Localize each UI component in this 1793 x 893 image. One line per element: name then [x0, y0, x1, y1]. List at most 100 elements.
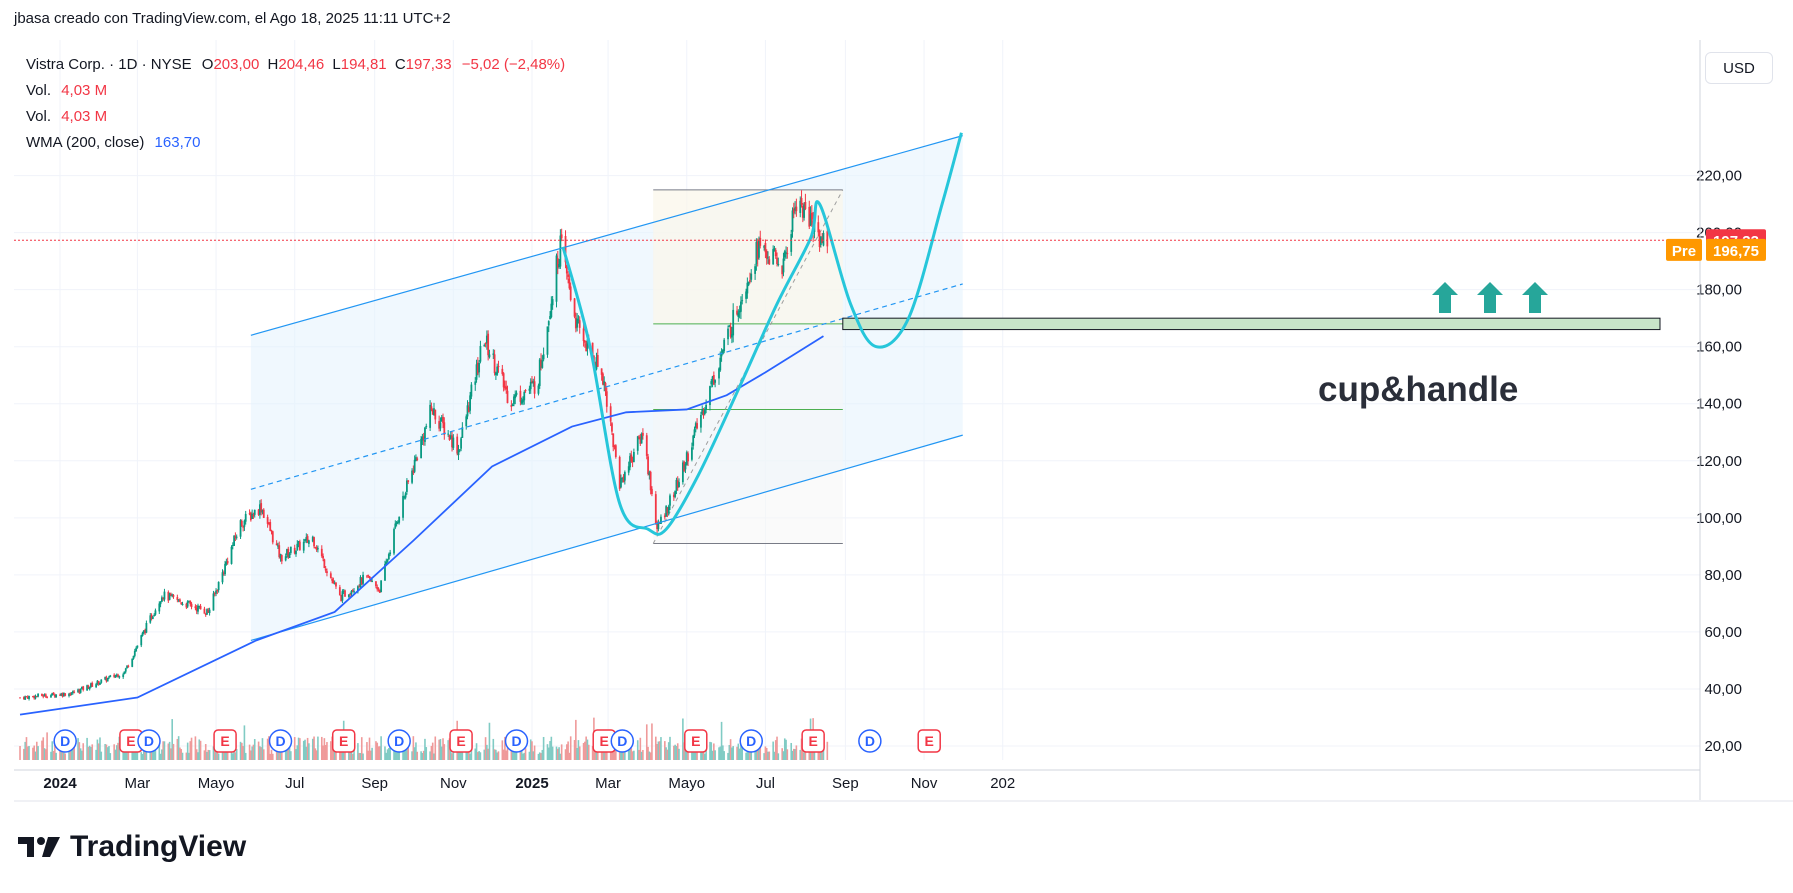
volume-bar — [114, 749, 117, 760]
candle-body — [542, 354, 545, 360]
candle-body — [257, 509, 260, 515]
earnings-marker[interactable]: E — [684, 729, 708, 753]
candle-body — [19, 697, 21, 699]
candle-body — [758, 239, 760, 258]
volume-bar — [377, 746, 380, 760]
candle-body — [203, 608, 206, 614]
earnings-marker[interactable]: E — [917, 729, 941, 753]
candle-body — [377, 588, 380, 590]
volume-bar — [537, 753, 540, 760]
candle-body — [794, 207, 796, 211]
volume-bar — [104, 743, 106, 760]
volume-bar — [629, 747, 631, 760]
candle-body — [360, 577, 363, 585]
volume-bar — [781, 748, 783, 760]
volume-bar — [208, 750, 211, 760]
candle-body — [519, 390, 522, 402]
y-tick-label: 80,00 — [1704, 567, 1742, 584]
candle-body — [649, 471, 652, 491]
candle-body — [701, 409, 704, 414]
candle-body — [702, 410, 705, 416]
volume-bar — [413, 747, 416, 760]
volume-bar — [90, 746, 92, 760]
volume-bar — [774, 740, 777, 760]
volume-bar — [293, 737, 296, 760]
earnings-marker[interactable]: E — [331, 729, 356, 753]
header-caption: jbasa creado con TradingView.com, el Ago… — [14, 10, 451, 27]
candle-body — [522, 399, 524, 403]
dividend-marker[interactable]: D — [387, 729, 411, 753]
candle-body — [180, 602, 183, 605]
dividend-marker[interactable]: D — [504, 729, 529, 753]
volume-bar — [729, 739, 732, 760]
volume-bar — [519, 749, 522, 760]
candle-body — [253, 509, 256, 515]
volume-bar — [656, 743, 658, 760]
candle-body — [506, 390, 509, 404]
candle-body — [800, 197, 803, 205]
volume-bar — [149, 747, 152, 760]
candle-body — [73, 691, 76, 693]
dividend-marker[interactable]: D — [137, 729, 161, 753]
svg-text:D: D — [746, 733, 756, 749]
dividend-marker[interactable]: D — [858, 729, 882, 753]
volume-bar — [612, 745, 615, 760]
candle-body — [404, 493, 407, 498]
volume-bar — [591, 746, 594, 760]
candle-body — [349, 593, 352, 595]
volume-bar — [290, 751, 292, 760]
candle-body — [416, 458, 419, 460]
dividend-marker[interactable]: D — [268, 729, 293, 753]
candle-body — [676, 480, 679, 489]
volume-bar — [242, 746, 244, 760]
volume-bar — [718, 747, 720, 760]
dividend-marker[interactable]: D — [53, 729, 77, 753]
volume-bar — [351, 753, 354, 760]
candle-body — [208, 609, 211, 614]
volume-bar — [232, 753, 234, 760]
earnings-marker[interactable]: E — [801, 729, 825, 753]
legend-symbol[interactable]: Vistra Corp. · 1D · NYSE — [26, 56, 192, 73]
candle-body — [786, 253, 789, 255]
volume-bar — [72, 742, 74, 760]
volume-bar — [673, 745, 675, 760]
earnings-marker[interactable]: E — [213, 729, 237, 753]
candle-body — [642, 432, 644, 436]
volume-bar — [252, 744, 255, 760]
candle-body — [340, 595, 343, 601]
volume-bar — [189, 741, 192, 760]
volume-bar — [131, 751, 134, 760]
dividend-marker[interactable]: D — [739, 729, 763, 753]
volume-bar — [759, 737, 762, 760]
candle-body — [485, 335, 488, 343]
candle-body — [322, 555, 324, 559]
volume-bar — [317, 736, 319, 760]
legend-wma-label[interactable]: WMA (200, close) — [26, 134, 145, 151]
volume-bar — [161, 749, 163, 760]
candle-body — [547, 321, 550, 326]
volume-bar — [586, 739, 589, 760]
volume-bar — [68, 744, 70, 760]
candle-body — [181, 603, 184, 606]
volume-bar — [676, 743, 679, 760]
dividend-marker[interactable]: D — [610, 729, 635, 753]
volume-bar — [667, 742, 670, 760]
volume-bar — [140, 752, 143, 760]
tradingview-logo[interactable]: TradingView — [18, 830, 246, 864]
candle-body — [221, 572, 224, 583]
candle-body — [140, 635, 143, 646]
volume-bar — [324, 745, 327, 760]
legend-vol1-label[interactable]: Vol. — [26, 82, 52, 99]
candle-body — [487, 333, 490, 356]
volume-bar — [709, 741, 711, 760]
volume-bar — [199, 740, 202, 760]
volume-bar — [162, 741, 164, 760]
currency-button[interactable]: USD — [1705, 52, 1773, 84]
volume-bar — [504, 736, 506, 760]
candle-body — [350, 591, 353, 595]
earnings-marker[interactable]: E — [119, 729, 143, 753]
earnings-marker[interactable]: E — [449, 729, 473, 753]
legend-vol2-label[interactable]: Vol. — [26, 108, 52, 125]
x-tick-label: Mayo — [668, 775, 705, 792]
